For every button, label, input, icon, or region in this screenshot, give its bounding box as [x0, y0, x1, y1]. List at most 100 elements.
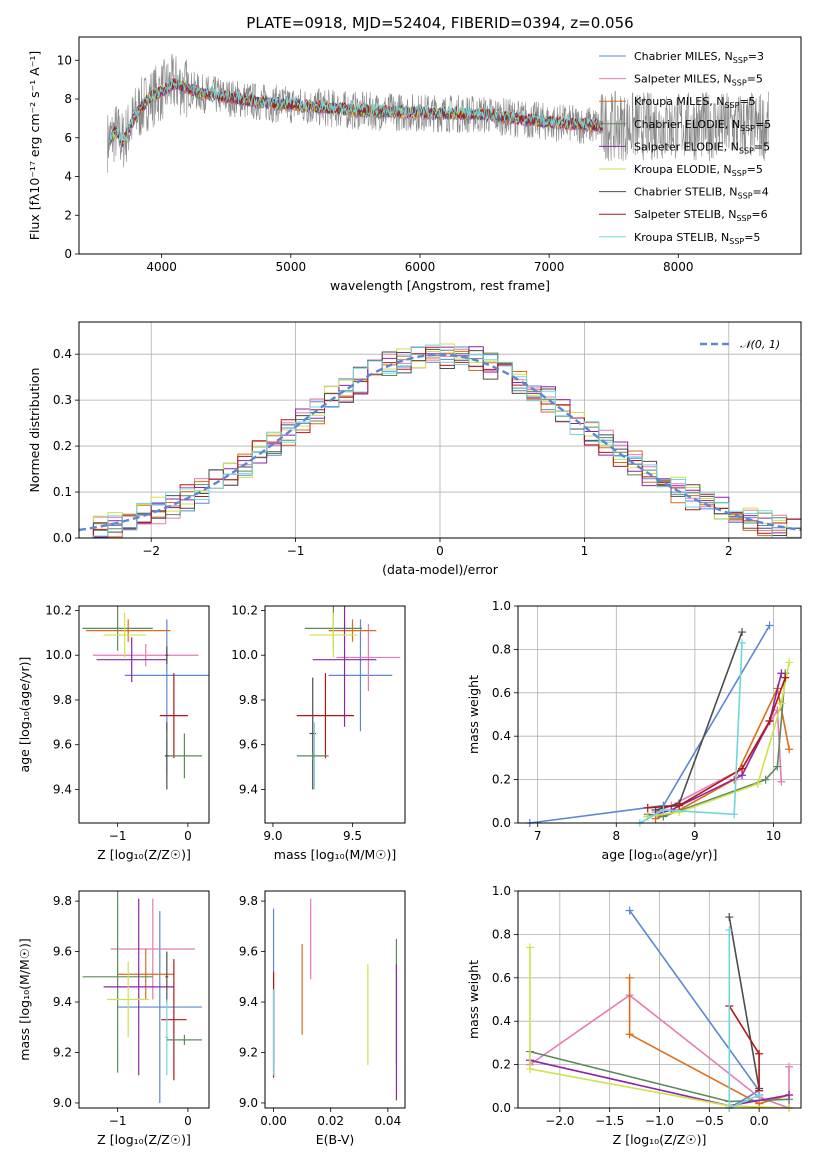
legend-nssp-value: =3 — [748, 50, 764, 63]
legend-entry: Chabrier ELODIE, NSSP=5 — [634, 118, 771, 133]
x-tick-label: 0 — [436, 544, 444, 558]
legend-nssp-sub: SSP — [736, 214, 751, 223]
legend-entry: Chabrier STELIB, NSSP=4 — [634, 186, 769, 201]
legend-nssp-value: =5 — [739, 95, 755, 108]
weight-marker — [738, 764, 747, 773]
weight-marker — [777, 669, 786, 678]
y-tick-label: 10.2 — [231, 603, 258, 617]
y-axis-label: mass [log₁₀(M/M☉)] — [17, 938, 32, 1060]
weight-marker — [785, 658, 794, 667]
weight-marker — [675, 801, 684, 810]
legend-entry: 𝒩(0, 1) — [740, 338, 780, 351]
weight-marker — [725, 913, 734, 922]
x-tick-label: −0.5 — [695, 1114, 724, 1128]
x-tick-label: 0.0 — [750, 1114, 769, 1128]
x-axis-label: Z [log₁₀(Z/Z☉)] — [613, 1132, 707, 1147]
x-tick-label: −1 — [287, 544, 305, 558]
y-tick-label: 9.6 — [239, 738, 258, 752]
y-tick-label: 9.8 — [53, 894, 72, 908]
weight-marker — [761, 775, 770, 784]
x-tick-label: 9.0 — [263, 829, 282, 843]
legend-nssp-prefix: , N — [716, 163, 731, 176]
legend-entry: Kroupa STELIB, NSSP=5 — [634, 231, 760, 246]
spectrum-panel: 4000 5000 6000 7000 8000 0 2 4 6 8 10 wavelength [A… — [27, 36, 802, 293]
y-tick-label: 0.2 — [492, 1058, 511, 1072]
x-tick-label: 0.04 — [374, 1114, 401, 1128]
mass-vs-ebv-frame — [264, 890, 406, 1109]
y-tick-label: 9.4 — [239, 995, 258, 1009]
mass-vs-Z-panel: −1 0 9.0 9.2 9.4 9.6 9.8 Z [log₁₀(Z/Z☉)] mass [l… — [17, 890, 210, 1147]
y-tick-label: 0.8 — [492, 642, 511, 656]
x-axis-label: E(B-V) — [316, 1132, 355, 1147]
x-tick-label: 0 — [184, 829, 192, 843]
legend-nssp-sub: SSP — [724, 101, 739, 110]
legend-nssp-prefix: , N — [714, 231, 729, 244]
y-tick-label: 1.0 — [492, 599, 511, 613]
x-tick-label: −1 — [109, 1114, 127, 1128]
x-axis-label: mass [log₁₀(M/M☉)] — [274, 847, 396, 862]
y-tick-label: 10.2 — [45, 603, 72, 617]
legend-nssp-sub: SSP — [738, 192, 753, 201]
legend-nssp-value: =6 — [751, 208, 767, 221]
legend-nssp-value: =5 — [747, 73, 763, 86]
legend-entry: Kroupa MILES, NSSP=5 — [634, 95, 756, 110]
weight-marker — [755, 1090, 764, 1099]
legend-name: Salpeter STELIB — [634, 208, 721, 221]
spectrum-model-salpeter-stelib — [109, 77, 604, 145]
weight-line-chabrier-miles — [628, 910, 761, 1109]
legend-entry: Salpeter ELODIE, NSSP=5 — [634, 140, 770, 155]
legend-nssp-sub: SSP — [739, 146, 754, 155]
y-tick-label: 4 — [64, 170, 72, 184]
y-tick-label: 0.4 — [492, 1014, 511, 1028]
legend-nssp-sub: SSP — [732, 79, 747, 88]
x-tick-label: 0.02 — [317, 1114, 344, 1128]
age-vs-mass-panel: 9.0 9.5 9.4 9.6 9.8 10.0 10.2 mass [log₁₀(M/M☉)… — [231, 603, 406, 862]
legend-nssp-sub: SSP — [733, 56, 748, 65]
x-axis-label: Z [log₁₀(Z/Z☉)] — [97, 847, 191, 862]
legend-nssp-prefix: , N — [716, 73, 731, 86]
mass-vs-ebv-panel: 0.00 0.02 0.04 9.0 9.2 9.4 9.6 9.8 E(B-V) — [239, 890, 406, 1147]
x-tick-label: 8000 — [663, 260, 694, 274]
y-tick-label: 0.6 — [492, 686, 511, 700]
y-tick-label: 9.4 — [53, 782, 72, 796]
x-tick-label: −2 — [142, 544, 160, 558]
weight-vs-Z-panel: −2.0 −1.5 −1.0 −0.5 0.0 0.0 0.2 0.4 0.6 0.8 1.0 Z [… — [466, 884, 802, 1147]
y-tick-label: 9.2 — [53, 1045, 72, 1059]
y-tick-label: 1.0 — [492, 884, 511, 898]
x-tick-label: 0.00 — [260, 1114, 287, 1128]
x-tick-label: −1 — [109, 829, 127, 843]
weight-marker — [643, 803, 652, 812]
weight-marker — [525, 1064, 534, 1073]
y-axis-label: age [log₁₀(age/yr)] — [17, 657, 32, 773]
weight-line-chabrier-stelib — [728, 916, 760, 1095]
y-tick-label: 9.4 — [239, 782, 258, 796]
residuals-frame — [78, 321, 802, 539]
x-tick-label: 8 — [612, 829, 620, 843]
weight-marker — [625, 1030, 634, 1039]
legend-nssp-prefix: , N — [718, 50, 733, 63]
legend-entry: Chabrier MILES, NSSP=3 — [634, 50, 764, 65]
weight-marker — [785, 1090, 794, 1099]
x-tick-label: −2.0 — [545, 1114, 574, 1128]
weight-marker — [525, 943, 534, 952]
weight-marker — [777, 777, 786, 786]
legend-nssp-value: =4 — [753, 186, 769, 199]
x-axis-label: age [log₁₀(age/yr)] — [602, 847, 718, 862]
y-tick-label: 9.8 — [239, 693, 258, 707]
legend-nssp-sub: SSP — [729, 237, 744, 246]
legend-name: Salpeter ELODIE — [634, 140, 724, 153]
legend-nssp-sub: SSP — [740, 124, 755, 133]
weight-line-kroupa-stelib — [639, 642, 743, 824]
legend-nssp-sub: SSP — [732, 169, 747, 178]
legend-nssp-value: =5 — [747, 163, 763, 176]
x-tick-label: 7000 — [534, 260, 565, 274]
weight-line-salpeter-elodie — [647, 673, 783, 818]
y-tick-label: 9.8 — [239, 894, 258, 908]
weight-marker — [625, 973, 634, 982]
y-tick-label: 9.0 — [53, 1096, 72, 1110]
y-tick-label: 0.0 — [53, 531, 72, 545]
y-axis-label: Flux [fλ10⁻¹⁷ erg cm⁻² s⁻¹ A⁻¹] — [27, 51, 42, 240]
weight-marker — [725, 926, 734, 935]
y-tick-label: 2 — [64, 208, 72, 222]
y-axis-label: mass weight — [466, 675, 481, 754]
